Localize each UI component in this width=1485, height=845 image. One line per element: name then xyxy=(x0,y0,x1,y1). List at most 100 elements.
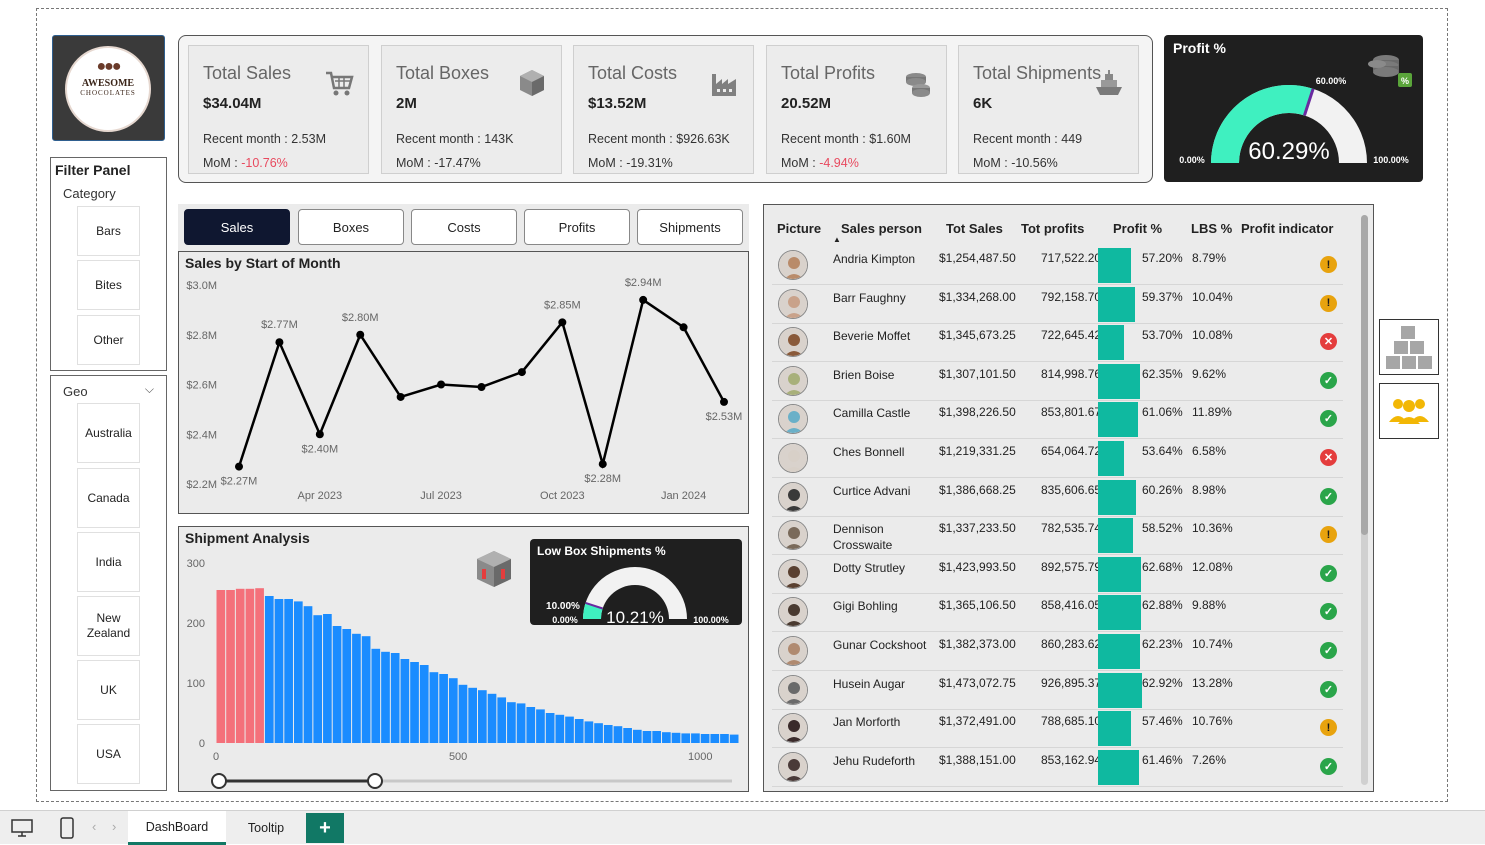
geo-usa[interactable]: USA xyxy=(77,724,140,784)
profit-pct-value: 60.26% xyxy=(1142,482,1183,497)
kpi-card-total-costs[interactable]: Total Costs $13.52M Recent month : $926.63… xyxy=(573,45,754,174)
table-row[interactable]: Dennison Crosswaite $1,337,233.50 782,535.… xyxy=(772,517,1343,556)
table-row[interactable]: Gigi Bohling $1,365,106.50 858,416.05 62.88… xyxy=(772,594,1343,633)
table-row[interactable]: Jehu Rudeforth $1,388,151.00 853,162.94 61.… xyxy=(772,749,1343,787)
geo-new-zealand[interactable]: New Zealand xyxy=(77,596,140,656)
profit-pct-bar xyxy=(1098,363,1141,399)
lbs-pct-value: 9.62% xyxy=(1192,366,1227,381)
profit-pct-bar xyxy=(1098,402,1138,438)
profit-pct-bar xyxy=(1098,672,1142,708)
header-lbs-pct[interactable]: LBS % xyxy=(1191,221,1233,236)
shipment-bar xyxy=(323,614,332,743)
header-picture[interactable]: Picture xyxy=(777,221,822,236)
table-row[interactable]: Curtice Advani $1,386,668.25 835,606.65 60.… xyxy=(772,479,1343,517)
boxes-stack-icon xyxy=(1386,326,1432,369)
geo-uk[interactable]: UK xyxy=(77,660,140,720)
category-bars[interactable]: Bars xyxy=(77,206,140,256)
table-row[interactable]: Jan Morforth $1,372,491.00 788,685.10 57.46… xyxy=(772,710,1343,749)
tab-sales[interactable]: Sales xyxy=(184,209,290,245)
prev-page-icon[interactable]: ‹ xyxy=(92,819,97,834)
gauge-target-label: 60.00% xyxy=(1316,76,1347,86)
kpi-card-total-boxes[interactable]: Total Boxes 2M Recent month : 143K MoM : -1… xyxy=(381,45,562,174)
sales-data-point xyxy=(558,318,567,327)
kpi-card-total-sales[interactable]: Total Sales $34.04M Recent month : 2.53M Mo… xyxy=(188,45,369,174)
kpi-cards-container: Total Sales $34.04M Recent month : 2.53M Mo… xyxy=(178,35,1153,183)
header-profit-indicator[interactable]: Profit indicator xyxy=(1241,221,1334,236)
header-tot-sales[interactable]: Tot Sales xyxy=(946,221,1003,236)
table-row[interactable]: Ches Bonnell $1,219,331.25 654,064.72 53.64… xyxy=(772,440,1343,478)
header-profit-pct[interactable]: Profit % xyxy=(1113,221,1163,236)
table-row[interactable]: Gunar Cockshoot $1,382,373.00 860,283.62 62… xyxy=(772,633,1343,671)
x-circle-icon: ✕ xyxy=(1320,449,1337,466)
shipment-bar xyxy=(371,648,381,743)
lbs-pct-value: 10.08% xyxy=(1192,328,1233,343)
table-row[interactable]: Camilla Castle $1,398,226.50 853,801.67 61.… xyxy=(772,401,1343,440)
table-row[interactable]: Husein Augar $1,473,072.75 926,895.37 62.92… xyxy=(772,672,1343,710)
desktop-view-icon[interactable] xyxy=(10,818,34,838)
sales-person-name: Andria Kimpton xyxy=(833,252,916,266)
shipment-bar xyxy=(478,690,487,743)
profit-gauge: % 60.29% 60.00% 0.00% 100.00% xyxy=(1179,55,1412,165)
shipment-bar xyxy=(216,590,226,743)
shipment-bar xyxy=(729,734,739,743)
shipment-bar xyxy=(603,725,613,743)
x-tick-label: Jul 2023 xyxy=(420,490,462,502)
boxes-nav-button[interactable] xyxy=(1379,319,1439,375)
shipment-bar xyxy=(400,659,410,743)
tab-costs[interactable]: Costs xyxy=(411,209,517,245)
sales-line-chart[interactable]: $2.2M $2.4M $2.6M $2.8M $3.0M Apr 2023 Jul 202… xyxy=(179,252,748,513)
warning-icon: ! xyxy=(1320,294,1337,312)
low-box-shipments-card[interactable]: Low Box Shipments % 10.21% 10.00% 0.00% … xyxy=(530,539,742,625)
kpi-title: Total Costs xyxy=(588,63,678,83)
sort-ascending-icon: ▲ xyxy=(833,235,841,244)
shipment-bar xyxy=(671,732,681,743)
next-page-icon[interactable]: › xyxy=(112,819,117,834)
shipment-bar xyxy=(468,687,477,743)
page-tab-dashboard[interactable]: DashBoard xyxy=(128,811,226,845)
tot-profits-value: 926,895.37 xyxy=(1041,675,1102,690)
tab-boxes[interactable]: Boxes xyxy=(298,209,404,245)
shipment-analysis-panel: Shipment Analysis 0 100 200 300 0 500 1000 Low… xyxy=(178,526,749,792)
add-page-button[interactable]: + xyxy=(306,813,344,843)
salespeople-nav-button[interactable] xyxy=(1379,383,1439,439)
category-bites[interactable]: Bites xyxy=(77,260,140,310)
chevron-down-icon[interactable]: ⌵ xyxy=(144,382,154,396)
table-row[interactable]: Andria Kimpton $1,254,487.50 717,522.20 57.… xyxy=(772,247,1343,285)
profit-percent-card[interactable]: Profit % % 60.29% 60.00% 0.00% 100.00% xyxy=(1164,35,1423,182)
shipment-histogram[interactable]: 0 100 200 300 0 500 1000 xyxy=(179,527,748,791)
shipment-bar xyxy=(565,716,574,743)
shipment-bar xyxy=(584,721,594,743)
check-icon: ✓ xyxy=(1320,642,1337,659)
kpi-card-total-profits[interactable]: Total Profits 20.52M Recent month : $1.60M… xyxy=(766,45,947,174)
geo-canada[interactable]: Canada xyxy=(77,468,140,528)
lbs-pct-value: 10.04% xyxy=(1192,289,1233,304)
tot-profits-value: 853,162.94 xyxy=(1041,752,1102,767)
profit-card-title: Profit % xyxy=(1173,40,1226,56)
profit-pct-bar xyxy=(1098,634,1141,669)
category-other[interactable]: Other xyxy=(77,315,140,365)
tab-profits[interactable]: Profits xyxy=(524,209,630,245)
geo-india[interactable]: India xyxy=(77,532,140,592)
table-row[interactable]: Beverie Moffet $1,345,673.25 722,645.42 53.… xyxy=(772,324,1343,363)
profit-pct-value: 61.06% xyxy=(1142,405,1183,420)
table-scroll-thumb[interactable] xyxy=(1361,215,1368,535)
low-box-max-label: 100.00% xyxy=(693,615,729,625)
table-scrollbar[interactable] xyxy=(1361,215,1368,785)
mobile-view-icon[interactable] xyxy=(59,817,75,839)
header-tot-profits[interactable]: Tot profits xyxy=(1021,221,1085,236)
range-slider-min-handle[interactable] xyxy=(211,773,227,789)
header-sales-person[interactable]: Sales person xyxy=(841,221,922,236)
category-slicer-title: Category xyxy=(63,186,116,201)
low-box-title: Low Box Shipments % xyxy=(537,544,666,558)
sales-person-name: Curtice Advani xyxy=(833,483,911,498)
page-tab-tooltip[interactable]: Tooltip xyxy=(247,821,285,835)
table-row[interactable]: Brien Boise $1,307,101.50 814,998.76 62.35%… xyxy=(772,363,1343,401)
table-row[interactable]: Dotty Strutley $1,423,993.50 892,575.79 62.… xyxy=(772,556,1343,594)
tot-sales-value: $1,219,331.25 xyxy=(939,444,1016,458)
range-slider-max-handle[interactable] xyxy=(367,773,383,789)
tab-shipments[interactable]: Shipments xyxy=(637,209,743,245)
kpi-card-total-shipments[interactable]: Total Shipments 6K Recent month : 449 MoM :… xyxy=(958,45,1139,174)
table-row[interactable]: Barr Faughny $1,334,268.00 792,158.70 59.37… xyxy=(772,286,1343,324)
profit-pct-value: 62.92% xyxy=(1142,675,1183,690)
geo-australia[interactable]: Australia xyxy=(77,403,140,463)
